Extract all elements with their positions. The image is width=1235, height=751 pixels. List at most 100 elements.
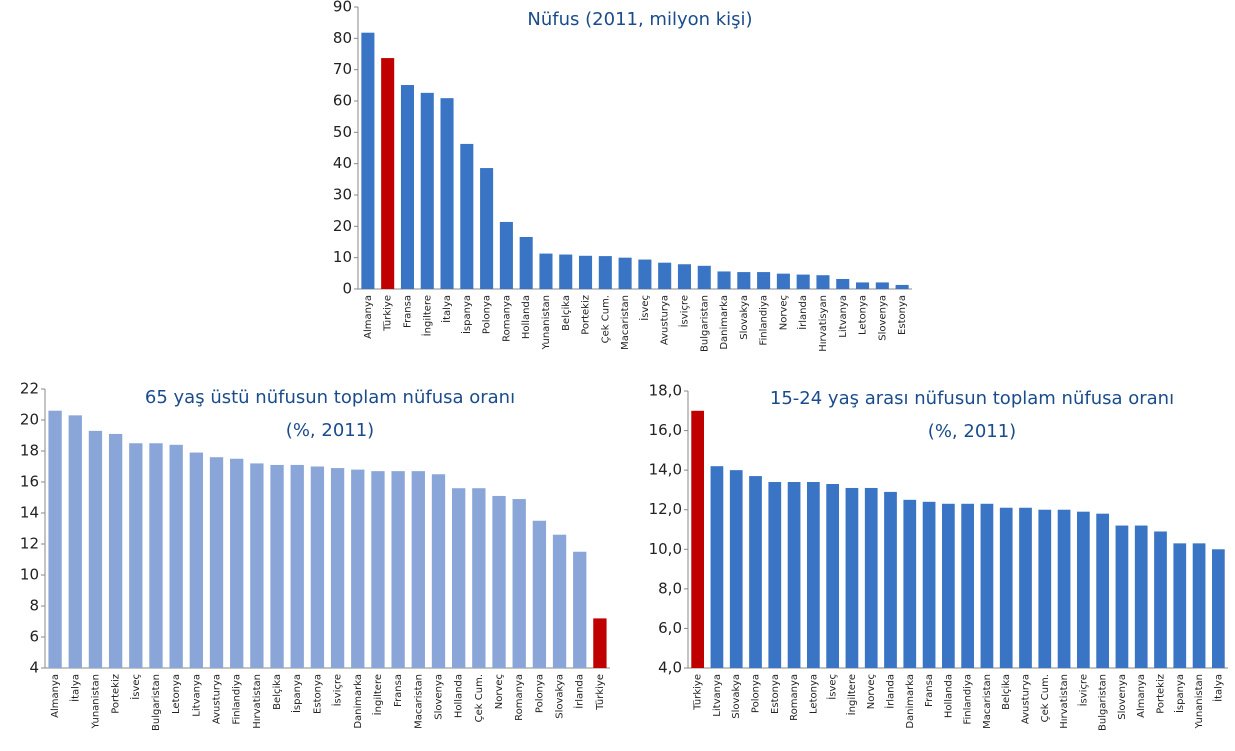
bar [875,282,889,289]
bar [48,410,62,668]
bar [836,278,850,289]
x-tick-label: Slovakya [555,674,566,719]
bar [884,491,897,668]
x-tick-label: İsviçre [1076,674,1089,706]
x-tick-label: Avusturya [212,674,223,724]
bar [270,464,284,668]
bar [691,410,705,668]
x-tick-label: İsveç [129,674,142,700]
y-tick-label: 20 [20,411,39,429]
bar [250,463,264,668]
bar [776,273,790,289]
bar [512,499,526,668]
x-tick-label: Slovenya [877,295,888,341]
chart-title: (%, 2011) [286,420,374,441]
x-tick-label: Belçika [561,295,572,331]
x-tick-label: Çek Cum. [600,295,611,343]
bar [658,262,672,289]
bar [1134,525,1148,668]
bar [539,253,553,289]
x-tick-label: Avusturya [660,295,671,345]
x-tick-label: Almanya [1136,674,1147,718]
x-tick-label: İrlanda [573,674,586,709]
x-tick-label: Fransa [393,674,404,707]
y-tick-label: 50 [333,123,352,141]
x-tick-label: Bulgaristan [151,674,162,731]
x-tick-label: Polonya [751,674,762,713]
x-tick-label: Finlandiya [232,674,243,725]
bar [941,503,955,668]
x-tick-label: Hollanda [454,674,465,718]
x-tick-label: Slovakya [739,295,750,340]
x-tick-label: Danimarka [719,295,730,350]
x-tick-label: İsveç [638,295,651,321]
x-tick-label: Yunanistan [90,674,101,729]
y-tick-label: 12,0 [649,500,682,518]
bar [440,98,454,290]
x-tick-label: Macaristan [982,674,993,729]
bar [431,474,446,668]
x-tick-label: Hırvatistan [252,674,263,729]
x-tick-label: Macaristan [413,674,424,729]
y-tick-label: 10 [333,248,352,266]
bar [1096,513,1110,668]
x-tick-label: İngiltere [371,674,384,715]
x-tick-label: İrlanda [796,295,809,330]
y-tick-label: 8 [29,597,39,615]
bar [999,507,1013,668]
y-tick-label: 60 [333,92,352,110]
x-tick-label: Fransa [924,674,935,707]
x-tick-label: Romanya [789,674,800,721]
bar [552,534,567,668]
bar [411,471,425,668]
bar [290,464,304,668]
x-tick-label: Norveç [866,674,877,709]
x-tick-label: Hollanda [943,674,954,718]
bar [519,236,533,289]
x-tick-label: Romanya [514,674,525,721]
bar [1057,509,1071,668]
bar [1019,507,1032,668]
bar [922,501,936,668]
y-tick-label: 10,0 [649,540,682,558]
x-tick-label: Litvanya [712,674,723,717]
bar [381,58,395,289]
bar [598,256,612,289]
bar [230,458,244,668]
x-tick-label: Polonya [482,295,493,334]
y-tick-label: 16 [20,473,39,491]
bar [796,274,810,289]
chart-title: (%, 2011) [928,421,1016,442]
y-tick-label: 20 [333,217,352,235]
y-tick-label: 18,0 [649,382,682,400]
x-tick-label: Portekiz [111,674,122,714]
x-tick-label: Slovenya [433,674,444,720]
y-tick-label: 6 [29,628,39,646]
bar [310,466,325,668]
x-tick-label: Norveç [494,674,505,709]
bar [980,503,994,668]
bar [737,272,751,289]
x-tick-label: Yunanistan [1194,674,1205,729]
bar [1192,543,1206,668]
x-tick-label: Estonya [312,674,323,714]
bar [68,415,82,668]
y-tick-label: 4,0 [658,659,682,677]
bar [864,487,878,668]
x-tick-label: Yunanistan [541,295,552,350]
bar [1076,511,1090,668]
bar [1211,549,1225,668]
bar [961,503,975,668]
x-tick-label: İtalya [1211,674,1224,702]
x-tick-label: Slovenya [1117,674,1128,720]
x-tick-label: İsveç [826,674,839,700]
bar [149,443,163,668]
bar [729,470,743,668]
y-tick-label: 8,0 [658,579,682,597]
bar [749,476,762,668]
y-tick-label: 10 [20,566,39,584]
y-tick-label: 14 [20,504,39,522]
x-tick-label: Türkiye [383,295,394,332]
x-tick-label: Romanya [501,295,512,342]
